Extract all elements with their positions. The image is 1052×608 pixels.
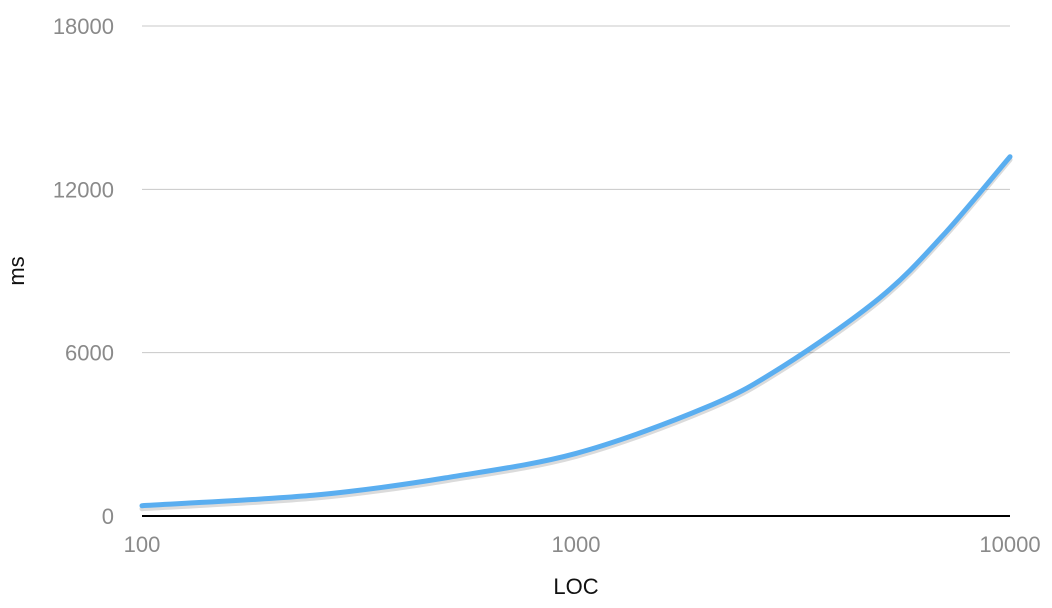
series-line-shadow — [139, 157, 1013, 512]
x-tick-label: 1000 — [552, 532, 601, 557]
y-tick-label: 0 — [102, 504, 114, 529]
y-tick-label: 12000 — [53, 177, 114, 202]
series-line — [139, 154, 1013, 509]
x-tick-labels: 100 1000 10000 — [124, 532, 1041, 557]
y-tick-label: 18000 — [53, 14, 114, 39]
x-tick-label: 100 — [124, 532, 161, 557]
y-axis-title: ms — [4, 256, 29, 285]
x-axis-title: LOC — [553, 574, 598, 599]
grid-lines — [142, 25, 1010, 354]
y-tick-label: 6000 — [65, 341, 114, 366]
y-tick-labels: 0 6000 12000 18000 — [53, 14, 114, 529]
x-tick-label: 10000 — [979, 532, 1040, 557]
series-group — [139, 154, 1013, 512]
